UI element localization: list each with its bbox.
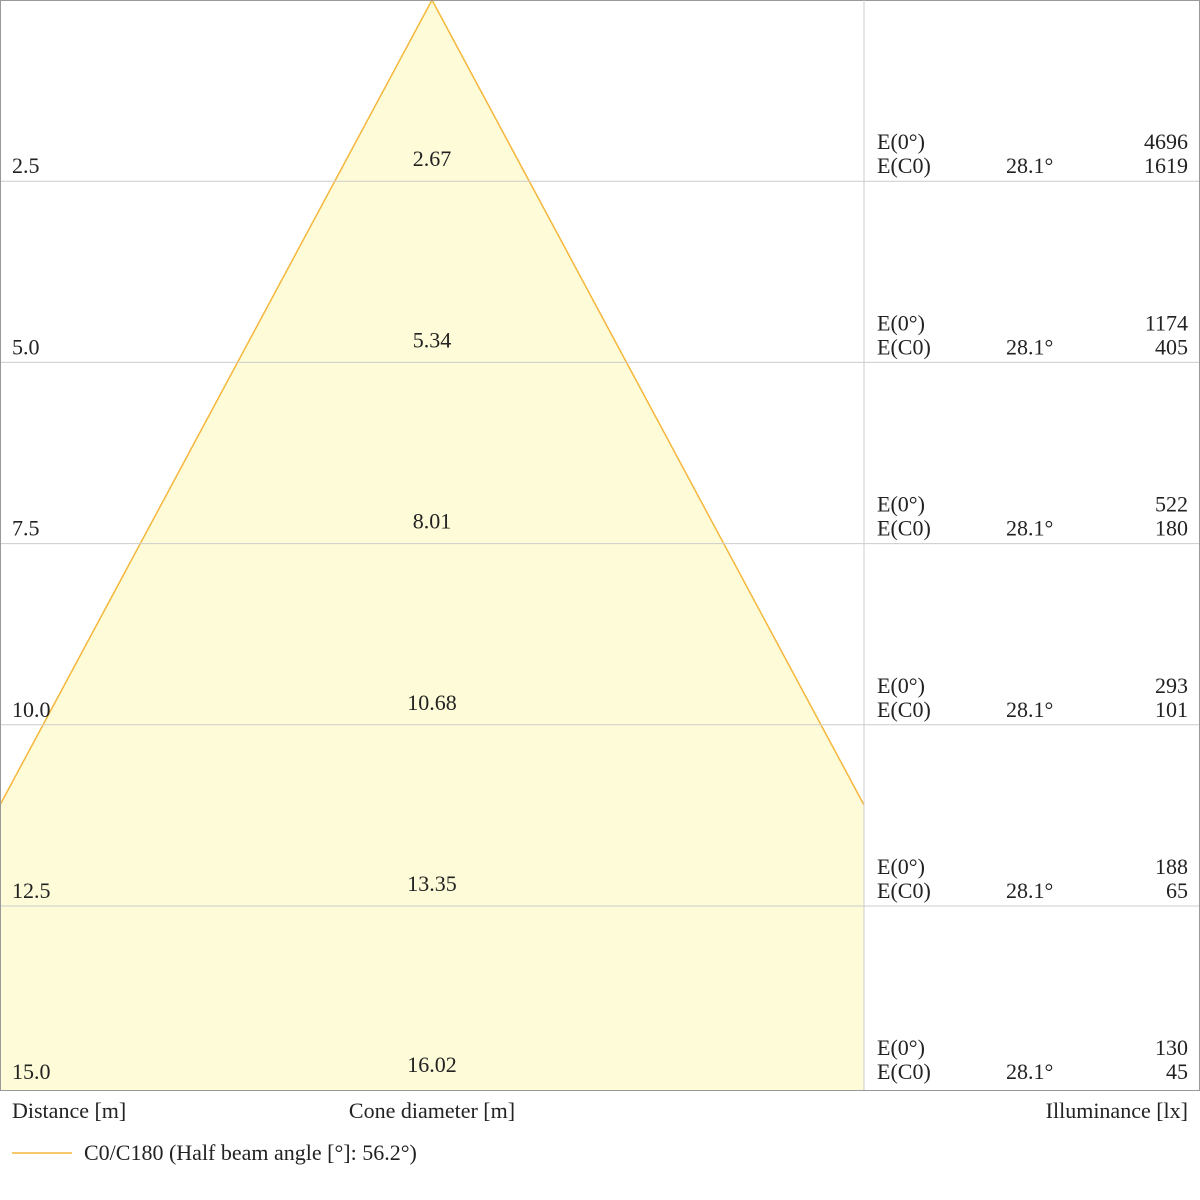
e0-value: 522	[1155, 492, 1188, 517]
cone-edge	[0, 0, 865, 806]
distance: 5.0	[12, 334, 40, 359]
angle: 28.1°	[1006, 1059, 1053, 1084]
ec0-value: 101	[1155, 697, 1188, 722]
ec0-label: E(C0)	[877, 153, 931, 178]
cone-diameter: 16.02	[407, 1052, 457, 1077]
distance-label: Distance [m]	[12, 1098, 126, 1123]
cone-diameter: 10.68	[407, 690, 457, 715]
illuminance-label: Illuminance [lx]	[1046, 1098, 1188, 1123]
cone-diameter: 2.67	[413, 146, 452, 171]
angle: 28.1°	[1006, 516, 1053, 541]
ec0-value: 180	[1155, 516, 1188, 541]
e0-value: 4696	[1144, 129, 1188, 154]
legend-label: C0/C180 (Half beam angle [°]: 56.2°)	[84, 1140, 417, 1165]
angle: 28.1°	[1006, 334, 1053, 359]
cone-diameter: 8.01	[413, 509, 452, 534]
e0-value: 1174	[1145, 310, 1188, 335]
ec0-label: E(C0)	[877, 1059, 931, 1084]
e0-label: E(0°)	[877, 129, 925, 154]
angle: 28.1°	[1006, 697, 1053, 722]
ec0-value: 405	[1155, 334, 1188, 359]
e0-value: 293	[1155, 673, 1188, 698]
grid	[0, 180, 1200, 907]
cone-diameter: 13.35	[407, 871, 457, 896]
distance: 7.5	[12, 516, 40, 541]
ec0-value: 1619	[1144, 153, 1188, 178]
distance: 12.5	[12, 878, 51, 903]
cone-diameter: 5.34	[413, 327, 452, 352]
e0-label: E(0°)	[877, 854, 925, 879]
e0-value: 188	[1155, 854, 1188, 879]
cone-fill	[0, 0, 864, 1090]
e0-value: 130	[1155, 1035, 1188, 1060]
e0-label: E(0°)	[877, 310, 925, 335]
angle: 28.1°	[1006, 878, 1053, 903]
ec0-value: 45	[1166, 1059, 1188, 1084]
distance: 15.0	[12, 1059, 51, 1084]
ec0-label: E(C0)	[877, 697, 931, 722]
angle: 28.1°	[1006, 153, 1053, 178]
e0-label: E(0°)	[877, 673, 925, 698]
ec0-value: 65	[1166, 878, 1188, 903]
ec0-label: E(C0)	[877, 334, 931, 359]
e0-label: E(0°)	[877, 1035, 925, 1060]
distance: 10.0	[12, 697, 51, 722]
ec0-label: E(C0)	[877, 878, 931, 903]
e0-label: E(0°)	[877, 492, 925, 517]
ec0-label: E(C0)	[877, 516, 931, 541]
diameter-label: Cone diameter [m]	[349, 1098, 515, 1123]
distance: 2.5	[12, 153, 40, 178]
